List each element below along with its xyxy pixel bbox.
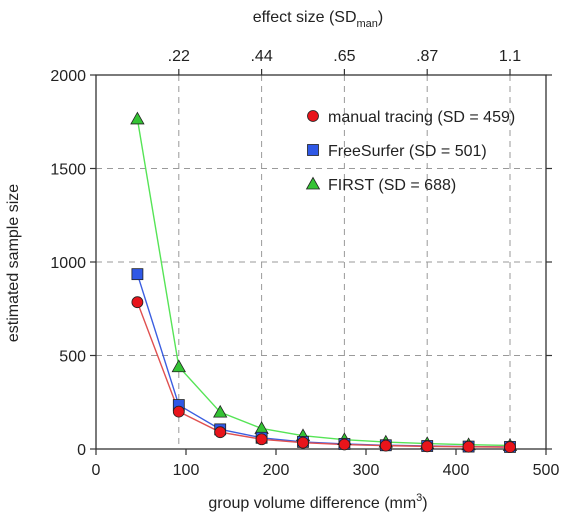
top-tick-label: .44 <box>250 48 272 65</box>
data-point <box>338 438 351 451</box>
data-point <box>213 404 228 418</box>
top-axis-label-subscript: man <box>357 18 378 30</box>
x-tick-label: 100 <box>173 462 200 479</box>
data-point <box>379 439 392 452</box>
data-point <box>131 268 144 281</box>
legend-entry: manual tracing (SD = 459) <box>328 109 515 126</box>
x-tick-label: 500 <box>533 462 560 479</box>
y-axis-label: estimated sample size <box>5 184 22 342</box>
legend-entry: FreeSurfer (SD = 501) <box>328 143 487 160</box>
data-point <box>214 426 227 439</box>
data-point <box>254 421 269 434</box>
series-markers <box>130 111 518 454</box>
legend: manual tracing (SD = 459) FreeSurfer (SD … <box>305 109 515 194</box>
axis-ticks: 0 500 1000 1500 2000 0 100 200 300 400 500 .22 .44 .6… <box>50 48 559 479</box>
x-axis-label-main: group volume difference (mm <box>208 495 416 512</box>
data-point <box>297 436 309 449</box>
x-tick-label: 0 <box>92 462 101 479</box>
y-tick-label: 500 <box>59 349 86 366</box>
legend-entry: FIRST (SD = 688) <box>328 177 456 194</box>
y-tick-label: 2000 <box>50 68 86 85</box>
x-axis-label-superscript: 3 <box>416 492 422 504</box>
y-tick-label: 1000 <box>50 255 86 272</box>
legend-marker <box>305 176 321 190</box>
top-axis-label-main: effect size (SD <box>253 9 357 26</box>
y-tick-label: 1500 <box>50 162 86 179</box>
data-point <box>130 111 145 125</box>
data-point <box>171 359 186 373</box>
grid-lines <box>96 75 546 449</box>
series-line <box>136 273 511 448</box>
data-point <box>255 433 268 446</box>
data-point <box>172 405 185 418</box>
top-tick-label: .87 <box>416 48 438 65</box>
series-group <box>130 111 518 454</box>
legend-marker <box>307 144 319 156</box>
data-point <box>504 441 516 454</box>
legend-marker <box>307 110 319 122</box>
series-line <box>136 118 511 447</box>
x-axis-label-close: ) <box>422 495 427 512</box>
top-axis-label-close: ) <box>378 9 383 26</box>
top-tick-label: .22 <box>168 48 190 65</box>
y-tick-label: 0 <box>77 442 86 459</box>
series-lines <box>136 118 511 448</box>
x-tick-label: 400 <box>443 462 470 479</box>
data-point <box>462 440 475 453</box>
series-line <box>136 301 511 448</box>
x-tick-label: 200 <box>263 462 290 479</box>
data-point <box>421 440 434 453</box>
top-tick-label: 1.1 <box>499 48 521 65</box>
top-tick-label: .65 <box>333 48 355 65</box>
data-point <box>131 296 144 309</box>
top-axis-label: effect size (SDman) <box>253 9 383 30</box>
x-axis-label: group volume difference (mm3) <box>208 492 427 512</box>
x-tick-label: 300 <box>353 462 380 479</box>
